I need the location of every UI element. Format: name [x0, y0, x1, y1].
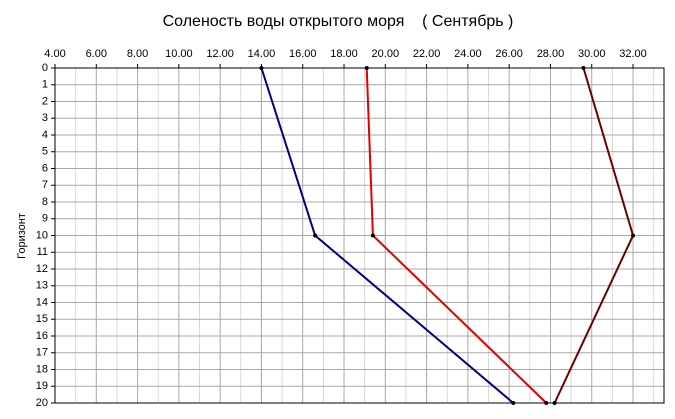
y-tick-label: 19 — [36, 380, 48, 392]
y-tick-label: 16 — [36, 330, 48, 342]
y-tick-label: 13 — [36, 280, 48, 292]
data-point — [544, 401, 549, 405]
x-tick-label: 22.00 — [413, 48, 441, 60]
y-tick-label: 12 — [36, 263, 48, 275]
y-tick-label: 17 — [36, 347, 48, 359]
x-tick-label: 14.00 — [248, 48, 276, 60]
y-tick-label: 10 — [36, 229, 48, 241]
x-tick-label: 26.00 — [495, 48, 523, 60]
x-tick-label: 28.00 — [537, 48, 565, 60]
x-tick-label: 32.00 — [619, 48, 647, 60]
y-tick-label: 1 — [42, 79, 48, 91]
plot-border — [54, 67, 665, 404]
x-tick-label: 24.00 — [454, 48, 482, 60]
y-tick-label: 15 — [36, 313, 48, 325]
x-tick-label: 16.00 — [289, 48, 317, 60]
y-tick-label: 8 — [42, 196, 48, 208]
y-tick-label: 0 — [42, 62, 48, 74]
y-tick-label: 3 — [42, 112, 48, 124]
data-point — [313, 233, 318, 238]
data-point — [370, 233, 375, 238]
data-point — [364, 66, 369, 70]
x-tick-label: 20.00 — [372, 48, 400, 60]
y-tick-label: 5 — [42, 146, 48, 158]
x-tick-label: 6.00 — [86, 48, 107, 60]
x-tick-label: 10.00 — [165, 48, 193, 60]
x-tick-label: 12.00 — [206, 48, 234, 60]
chart-title: Соленость воды открытого моря ( Сентябрь… — [163, 13, 514, 30]
x-tick-label: 30.00 — [578, 48, 606, 60]
y-tick-label: 6 — [42, 162, 48, 174]
y-tick-label: 18 — [36, 363, 48, 375]
y-axis-label: Горизонт — [16, 213, 28, 259]
data-point — [631, 233, 636, 238]
data-point — [552, 401, 557, 405]
y-tick-label: 9 — [42, 213, 48, 225]
data-point — [511, 401, 516, 405]
y-tick-label: 4 — [42, 129, 48, 141]
x-tick-label: 4.00 — [44, 48, 65, 60]
y-tick-label: 20 — [36, 397, 48, 409]
data-point — [259, 66, 264, 70]
y-tick-label: 2 — [42, 95, 48, 107]
data-point — [581, 66, 586, 70]
y-tick-label: 7 — [42, 179, 48, 191]
y-tick-label: 14 — [36, 296, 48, 308]
y-tick-label: 11 — [37, 246, 48, 258]
x-tick-label: 8.00 — [127, 48, 148, 60]
x-tick-label: 18.00 — [330, 48, 358, 60]
